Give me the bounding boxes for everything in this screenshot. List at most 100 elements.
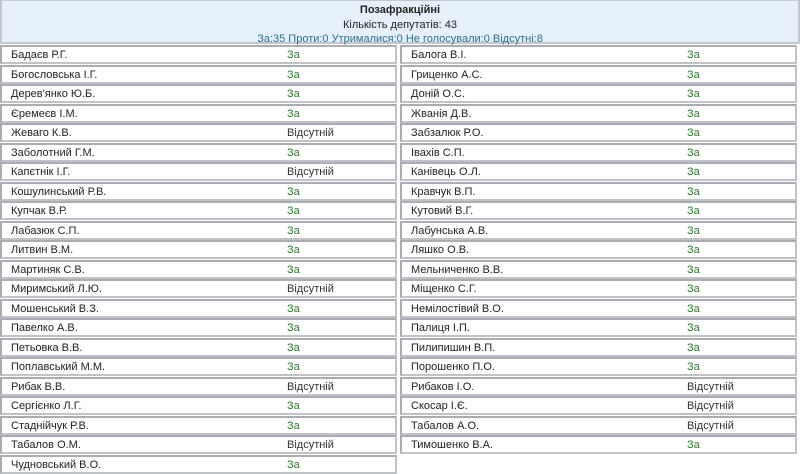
- deputy-row: Стаднійчук Р.В. За: [0, 415, 397, 435]
- deputy-name: Мельниченко В.В.: [411, 263, 504, 276]
- deputy-name: Кравчук В.П.: [411, 185, 476, 198]
- deputy-name: Єремеєв І.М.: [11, 107, 78, 120]
- deputy-name: Литвин В.М.: [11, 244, 74, 256]
- deputy-row: Ляшко О.В. За: [400, 240, 797, 259]
- deputy-row: Заболотний Г.М. За: [0, 142, 397, 162]
- deputy-row: Балога В.І. За: [400, 45, 797, 64]
- deputy-vote: За: [287, 458, 300, 471]
- deputy-row: Рибаков І.О. Відсутній: [400, 376, 797, 396]
- deputy-name: Тимошенко В.А.: [411, 439, 493, 451]
- deputy-name: Кутовий В.Г.: [411, 205, 474, 217]
- deputy-row: Палиця І.П. За: [400, 318, 797, 337]
- faction-title: Позафракційні: [359, 4, 441, 16]
- deputy-vote: За: [287, 68, 300, 81]
- deputy-name: Дерев'янко Ю.Б.: [11, 88, 96, 100]
- deputy-vote: За: [687, 68, 700, 81]
- deputy-row: Мельниченко В.В. За: [400, 259, 797, 279]
- deputy-row: Немілостівий В.О. За: [400, 298, 797, 318]
- deputy-name: Бадаєв Р.Г.: [11, 49, 68, 61]
- deputy-vote: За: [287, 107, 300, 120]
- deputy-row: Мартиняк С.В. За: [0, 259, 397, 279]
- deputy-name: Капєтнік І.Г.: [11, 166, 71, 178]
- vote-stats: За:35 Проти:0 Утрималися:0 Не голосували…: [257, 33, 543, 45]
- deputy-row: Кутовий В.Г. За: [400, 201, 797, 220]
- deputy-vote: Відсутній: [287, 380, 334, 393]
- deputy-vote: За: [687, 283, 700, 295]
- deputy-row: Гриценко А.С. За: [400, 64, 797, 84]
- deputy-row: Пилипишин В.П. За: [400, 337, 797, 357]
- deputy-row: Купчак В.Р. За: [0, 201, 397, 220]
- deputy-row: Дерев'янко Ю.Б. За: [0, 84, 397, 103]
- deputy-name: Петьовка В.В.: [11, 341, 83, 354]
- deputy-vote: Відсутній: [687, 380, 734, 393]
- deputy-vote: За: [287, 205, 300, 217]
- deputy-vote: За: [687, 263, 700, 276]
- deputies-column-right: Балога В.І. За Гриценко А.С. За Доній О.С. За…: [400, 45, 797, 455]
- deputy-vote: За: [687, 224, 700, 237]
- deputy-name: Гриценко А.С.: [411, 68, 483, 81]
- deputy-row: Капєтнік І.Г. Відсутній: [0, 162, 397, 181]
- deputy-row: Миримський Л.Ю. Відсутній: [0, 279, 397, 298]
- deputy-name: Стаднійчук Р.В.: [11, 419, 89, 432]
- deputy-row: Доній О.С. За: [400, 84, 797, 103]
- deputy-row: Бадаєв Р.Г. За: [0, 45, 397, 64]
- deputy-vote: За: [287, 146, 300, 159]
- deputy-row: Лабунська А.В. За: [400, 220, 797, 240]
- deputy-vote: За: [287, 400, 300, 412]
- deputy-name: Миримський Л.Ю.: [11, 283, 102, 295]
- deputy-vote: За: [287, 244, 300, 256]
- deputy-vote: За: [687, 146, 700, 159]
- deputy-name: Забзалюк Р.О.: [411, 127, 484, 139]
- deputy-row: Богословська І.Г. За: [0, 64, 397, 84]
- deputy-row: Порошенко П.О. За: [400, 357, 797, 376]
- deputy-name: Мартиняк С.В.: [11, 263, 85, 276]
- deputy-vote: Відсутній: [287, 127, 334, 139]
- deputy-vote: За: [687, 322, 700, 334]
- deputy-name: Немілостівий В.О.: [411, 302, 504, 315]
- deputy-row: Тимошенко В.А. За: [400, 435, 797, 454]
- deputy-name: Чудновський В.О.: [11, 458, 102, 471]
- deputy-row: Кошулинський Р.В. За: [0, 181, 397, 201]
- deputy-name: Порошенко П.О.: [411, 361, 495, 373]
- deputies-count: Кількість депутатів: 43: [342, 19, 458, 31]
- deputy-vote: За: [687, 127, 700, 139]
- deputy-name: Палиця І.П.: [411, 322, 470, 334]
- deputy-vote: За: [687, 88, 700, 100]
- deputy-name: Табалов О.М.: [11, 439, 81, 451]
- deputy-vote: За: [287, 419, 300, 432]
- deputy-vote: За: [687, 439, 700, 451]
- deputy-name: Канівець О.Л.: [411, 166, 481, 178]
- deputy-vote: Відсутній: [287, 439, 334, 451]
- deputy-vote: За: [287, 49, 300, 61]
- deputy-vote: За: [687, 49, 700, 61]
- deputy-name: Лабазюк С.П.: [11, 224, 80, 237]
- deputy-row: Канівець О.Л. За: [400, 162, 797, 181]
- deputy-row: Жеваго К.В. Відсутній: [0, 123, 397, 142]
- deputy-name: Кошулинський Р.В.: [11, 185, 107, 198]
- deputy-name: Доній О.С.: [411, 88, 466, 100]
- deputy-row: Чудновський В.О. За: [0, 454, 397, 474]
- deputy-row: Забзалюк Р.О. За: [400, 123, 797, 142]
- deputy-name: Павелко А.В.: [11, 322, 78, 334]
- deputy-name: Міщенко С.Г.: [411, 283, 477, 295]
- deputy-name: Лабунська А.В.: [411, 224, 489, 237]
- deputy-vote: За: [687, 302, 700, 315]
- deputy-vote: За: [287, 341, 300, 354]
- deputy-vote: За: [687, 166, 700, 178]
- deputy-vote: За: [687, 205, 700, 217]
- deputy-row: Єремеєв І.М. За: [0, 103, 397, 123]
- deputy-name: Рибаков І.О.: [411, 380, 475, 393]
- deputy-name: Табалов А.О.: [411, 419, 480, 432]
- deputy-vote: Відсутній: [287, 166, 334, 178]
- faction-header: Позафракційні Кількість депутатів: 43 За…: [0, 0, 800, 45]
- deputies-column-left: Бадаєв Р.Г. За Богословська І.Г. За Дерев'ян…: [0, 45, 397, 474]
- deputy-row: Жванія Д.В. За: [400, 103, 797, 123]
- deputy-name: Купчак В.Р.: [11, 205, 68, 217]
- deputy-name: Богословська І.Г.: [11, 68, 98, 81]
- deputy-row: Поплавський М.М. За: [0, 357, 397, 376]
- deputy-row: Табалов А.О. Відсутній: [400, 415, 797, 435]
- deputy-vote: За: [687, 244, 700, 256]
- deputy-vote: За: [287, 361, 300, 373]
- deputy-row: Кравчук В.П. За: [400, 181, 797, 201]
- deputy-vote: За: [287, 322, 300, 334]
